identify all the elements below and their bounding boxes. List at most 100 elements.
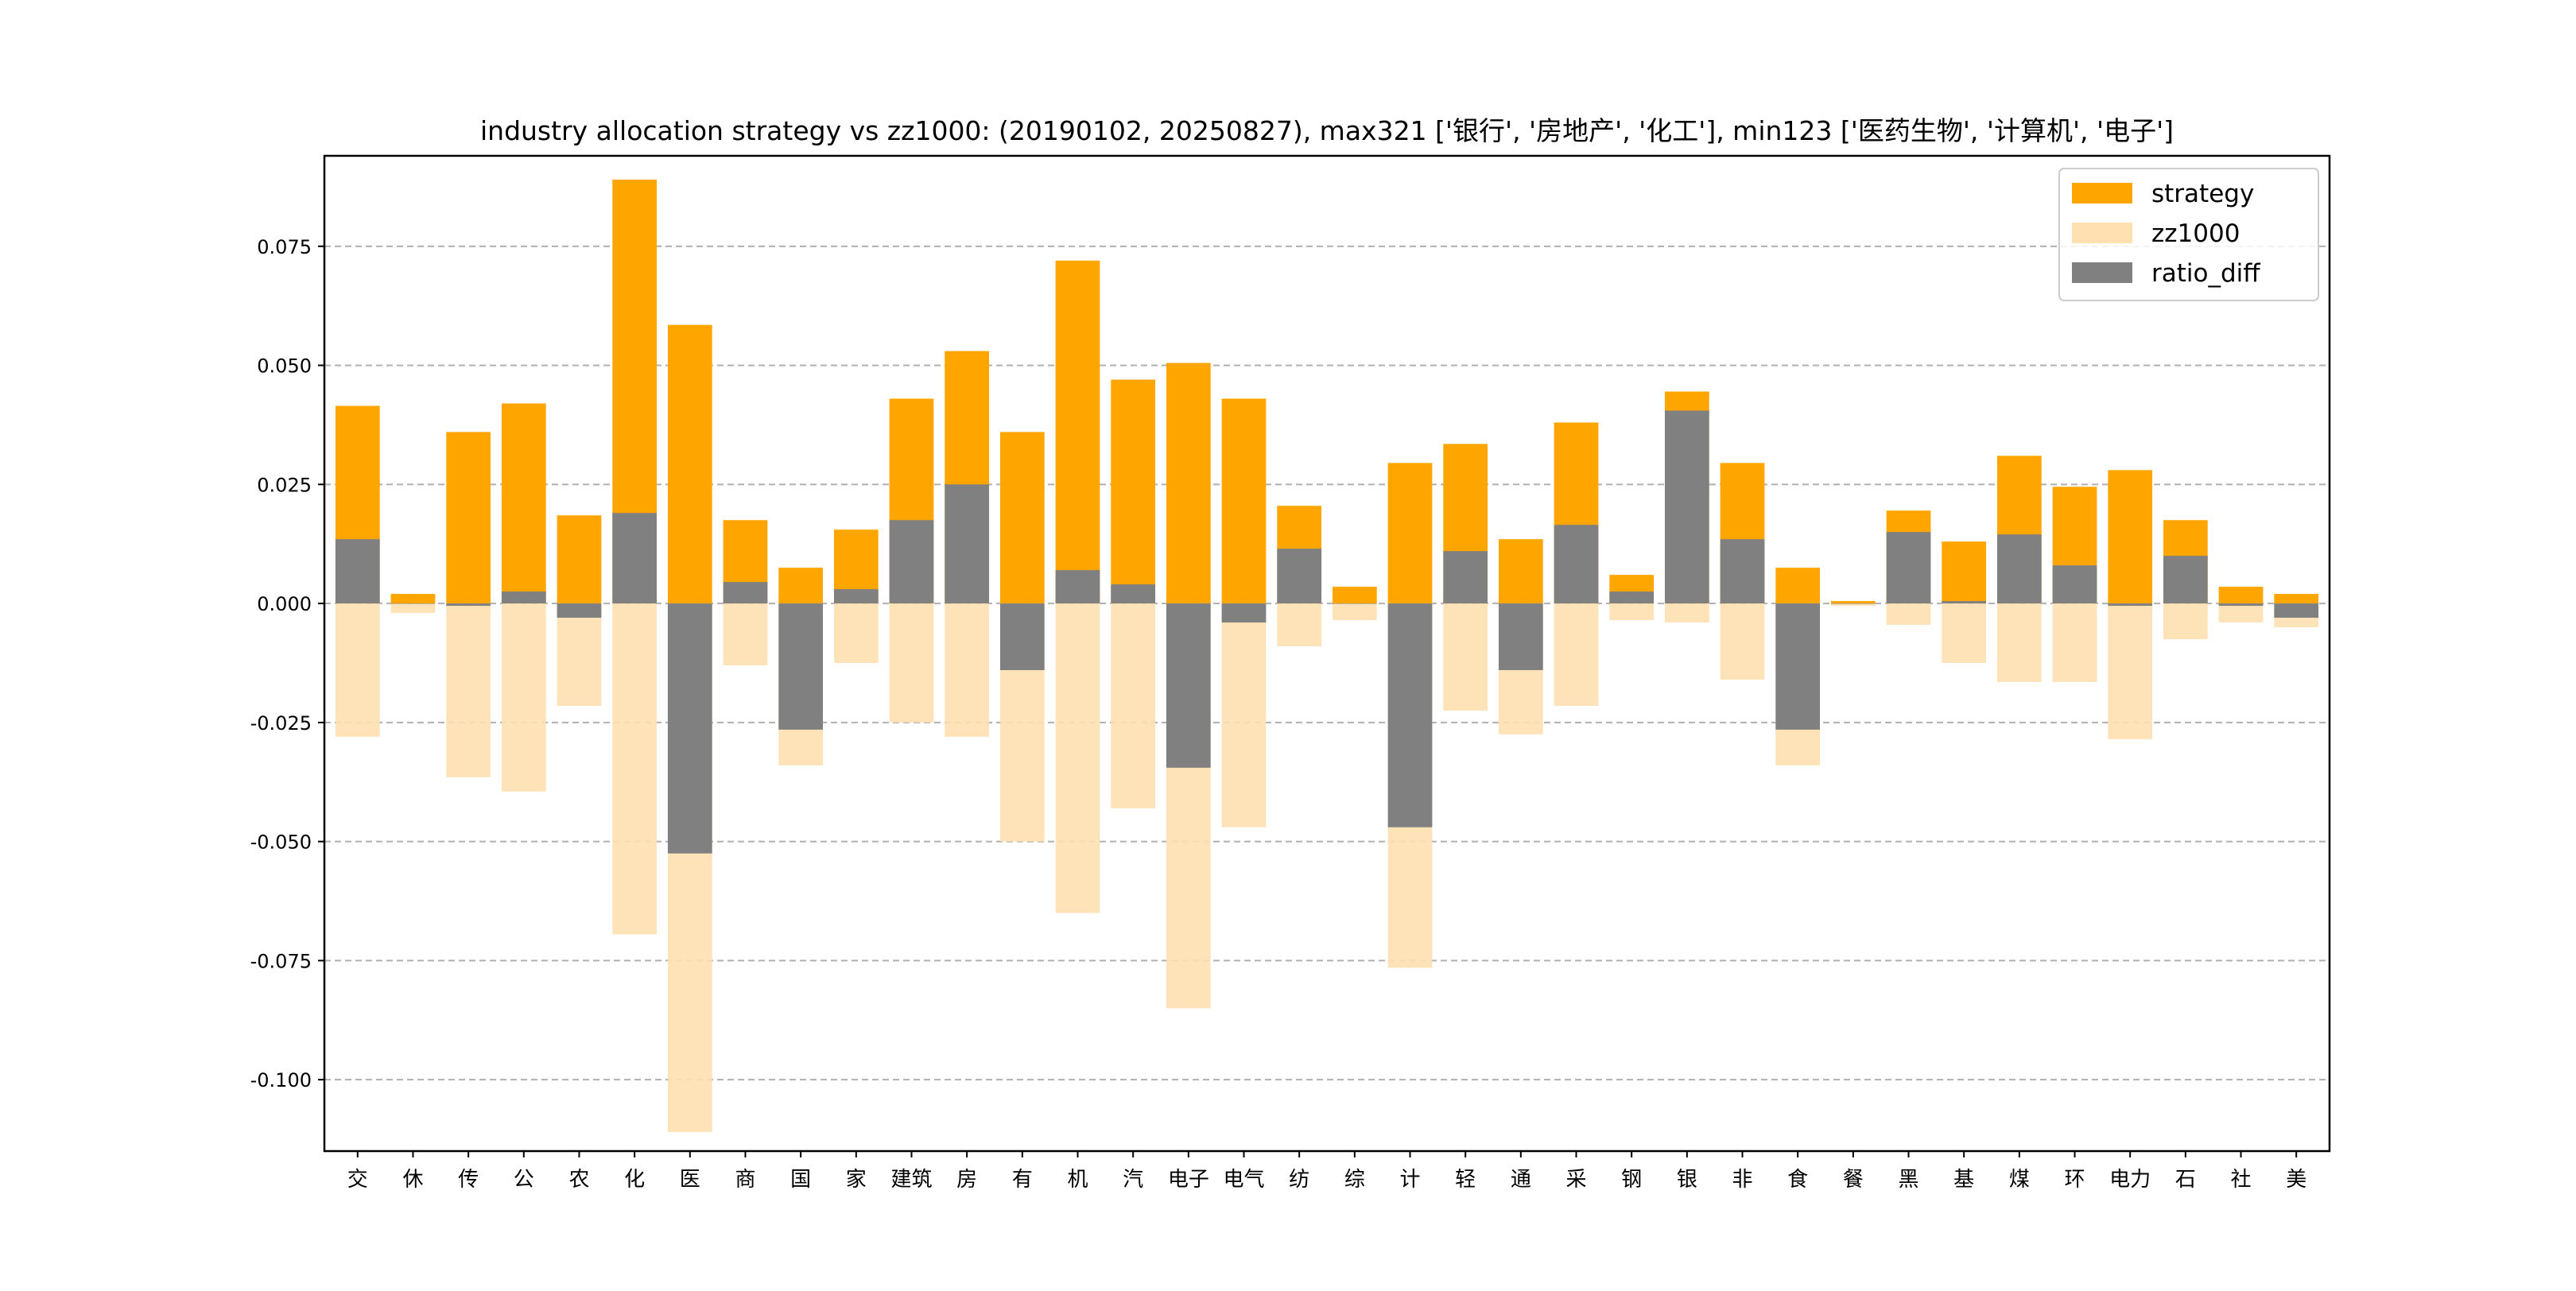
bar-zz1000 <box>889 603 934 723</box>
y-tick-label: 0.075 <box>257 236 312 258</box>
x-tick-label: 电力 <box>2109 1168 2151 1192</box>
legend-swatch-zz1000 <box>2072 223 2132 243</box>
bar-zz1000 <box>390 603 436 614</box>
x-tick-label: 公 <box>514 1168 534 1192</box>
x-tick-label: 钢 <box>1621 1168 1642 1192</box>
x-tick-label: 轻 <box>1455 1168 1476 1192</box>
x-tick-label: 传 <box>458 1168 479 1192</box>
bar-strategy <box>1111 379 1156 604</box>
bar-ratio-diff <box>889 520 934 604</box>
bar-zz1000 <box>557 603 602 706</box>
bar-ratio-diff <box>1886 532 1931 604</box>
x-tick-label: 银 <box>1677 1168 1697 1192</box>
x-tick-label: 休 <box>402 1168 423 1192</box>
bar-ratio-diff <box>999 603 1045 670</box>
bar-strategy <box>2218 587 2264 604</box>
plot-frame <box>323 154 2331 1153</box>
x-tick-label: 机 <box>1067 1168 1088 1192</box>
bar-strategy <box>999 432 1045 604</box>
bar-strategy <box>1942 541 1987 604</box>
bar-ratio-diff <box>2218 603 2264 607</box>
x-tick-label: 有 <box>1012 1168 1033 1192</box>
bar-zz1000 <box>945 603 990 737</box>
bar-strategy <box>446 432 491 604</box>
bar-strategy <box>1055 260 1100 604</box>
bar-zz1000 <box>1111 603 1156 808</box>
bar-strategy <box>1166 362 1211 604</box>
bar-zz1000 <box>1554 603 1599 706</box>
bar-strategy <box>778 568 824 604</box>
x-tick-label: 电气 <box>1223 1168 1264 1192</box>
bar-strategy <box>667 324 712 604</box>
bar-ratio-diff <box>557 603 602 618</box>
x-tick-label: 美 <box>2286 1168 2306 1192</box>
bar-ratio-diff <box>446 603 491 607</box>
bar-strategy <box>1221 398 1267 604</box>
x-tick-label: 基 <box>1953 1168 1974 1192</box>
x-tick-label: 采 <box>1566 1168 1587 1192</box>
bar-strategy <box>1332 587 1377 604</box>
bar-ratio-diff <box>945 484 990 604</box>
bar-ratio-diff <box>1498 603 1543 670</box>
bar-zz1000 <box>1277 603 1322 647</box>
bar-zz1000 <box>1609 603 1655 621</box>
bar-strategy <box>390 594 436 604</box>
bar-ratio-diff <box>1332 603 1377 604</box>
bar-zz1000 <box>2163 603 2208 640</box>
y-tick-label: -0.075 <box>250 950 312 972</box>
bar-zz1000 <box>1720 603 1765 680</box>
bar-ratio-diff <box>1775 603 1821 730</box>
bar-ratio-diff <box>1720 539 1765 604</box>
bar-zz1000 <box>1996 603 2042 682</box>
bar-ratio-diff <box>501 591 546 604</box>
legend-label-ratio-diff: ratio_diff <box>2151 259 2260 288</box>
bar-ratio-diff <box>2274 603 2319 618</box>
y-tick-label: -0.025 <box>250 712 312 735</box>
y-axis-ticks: 0.075 0.050 0.025 0.000 -0.025 -0.050 -0.075 -0… <box>250 236 324 1091</box>
legend-swatch-ratio-diff <box>2072 262 2132 283</box>
bar-zz1000 <box>2052 603 2097 682</box>
bar-ratio-diff <box>1609 591 1655 604</box>
y-tick-label: 0.000 <box>257 593 312 615</box>
x-tick-label: 医 <box>680 1168 700 1192</box>
x-tick-label: 交 <box>347 1168 368 1192</box>
legend-label-strategy: strategy <box>2151 180 2254 208</box>
x-tick-label: 汽 <box>1123 1168 1143 1192</box>
bar-ratio-diff <box>778 603 824 730</box>
bar-zz1000 <box>833 603 879 663</box>
bar-strategy <box>1498 539 1543 604</box>
bar-ratio-diff <box>2108 603 2153 607</box>
bar-ratio-diff <box>1387 603 1433 828</box>
bar-strategy <box>1775 568 1821 604</box>
legend: strategy zz1000 ratio_diff <box>2058 168 2319 301</box>
x-tick-label: 商 <box>735 1168 755 1192</box>
x-tick-label: 房 <box>956 1168 977 1192</box>
x-tick-label: 计 <box>1399 1168 1420 1192</box>
bar-ratio-diff <box>1942 601 1987 604</box>
x-tick-label: 石 <box>2175 1168 2196 1192</box>
bar-zz1000 <box>1886 603 1931 626</box>
bar-ratio-diff <box>667 603 712 854</box>
bars <box>335 179 2319 1133</box>
bar-ratio-diff <box>1664 410 1709 604</box>
bar-ratio-diff <box>833 589 879 604</box>
x-tick-label: 食 <box>1787 1168 1808 1192</box>
bar-zz1000 <box>723 603 768 665</box>
bar-ratio-diff <box>612 513 658 604</box>
bar-zz1000 <box>2108 603 2153 739</box>
bar-ratio-diff <box>1055 570 1100 604</box>
x-tick-label: 非 <box>1732 1168 1753 1192</box>
bar-zz1000 <box>2218 603 2264 623</box>
bar-zz1000 <box>1830 603 1876 607</box>
x-tick-label: 餐 <box>1843 1168 1864 1192</box>
bar-ratio-diff <box>1166 603 1211 768</box>
x-tick-label: 综 <box>1344 1168 1365 1192</box>
bar-zz1000 <box>1332 603 1377 621</box>
bar-zz1000 <box>1664 603 1709 623</box>
bar-strategy <box>1830 601 1876 604</box>
bar-zz1000 <box>612 603 658 935</box>
bar-ratio-diff <box>2163 556 2208 604</box>
bar-zz1000 <box>501 603 546 792</box>
